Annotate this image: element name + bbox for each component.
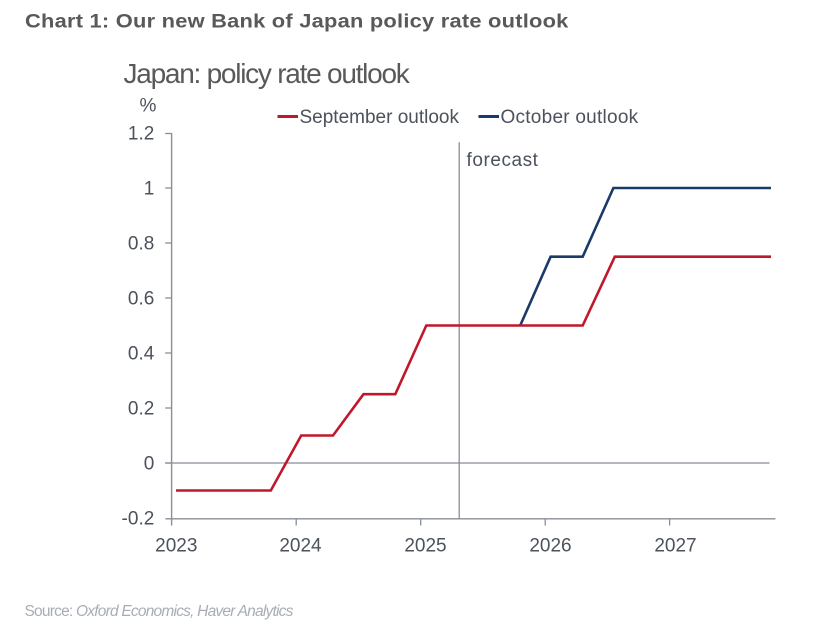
svg-text:Chart 1: Our new Bank of Japan: Chart 1: Our new Bank of Japan policy ra… — [25, 10, 569, 32]
svg-text:Source: Oxford Economics, Have: Source: Oxford Economics, Haver Analytic… — [25, 603, 294, 620]
svg-text:2023: 2023 — [155, 536, 197, 557]
svg-text:forecast: forecast — [467, 150, 539, 171]
svg-text:0.4: 0.4 — [128, 344, 155, 365]
svg-text:0.8: 0.8 — [128, 234, 154, 255]
svg-text:0.6: 0.6 — [128, 289, 154, 310]
svg-text:-0.2: -0.2 — [122, 509, 155, 530]
svg-text:2027: 2027 — [654, 536, 696, 557]
svg-text:Japan: policy rate outlook: Japan: policy rate outlook — [124, 58, 411, 89]
svg-text:October outlook: October outlook — [501, 107, 639, 128]
svg-text:2024: 2024 — [279, 536, 322, 557]
svg-text:2026: 2026 — [529, 536, 571, 557]
svg-text:2025: 2025 — [404, 536, 446, 557]
svg-text:1.2: 1.2 — [128, 124, 154, 145]
svg-text:September outlook: September outlook — [300, 107, 460, 128]
svg-text:0: 0 — [144, 454, 155, 475]
svg-text:%: % — [140, 96, 157, 117]
svg-text:0.2: 0.2 — [128, 399, 154, 420]
svg-text:1: 1 — [144, 179, 155, 200]
